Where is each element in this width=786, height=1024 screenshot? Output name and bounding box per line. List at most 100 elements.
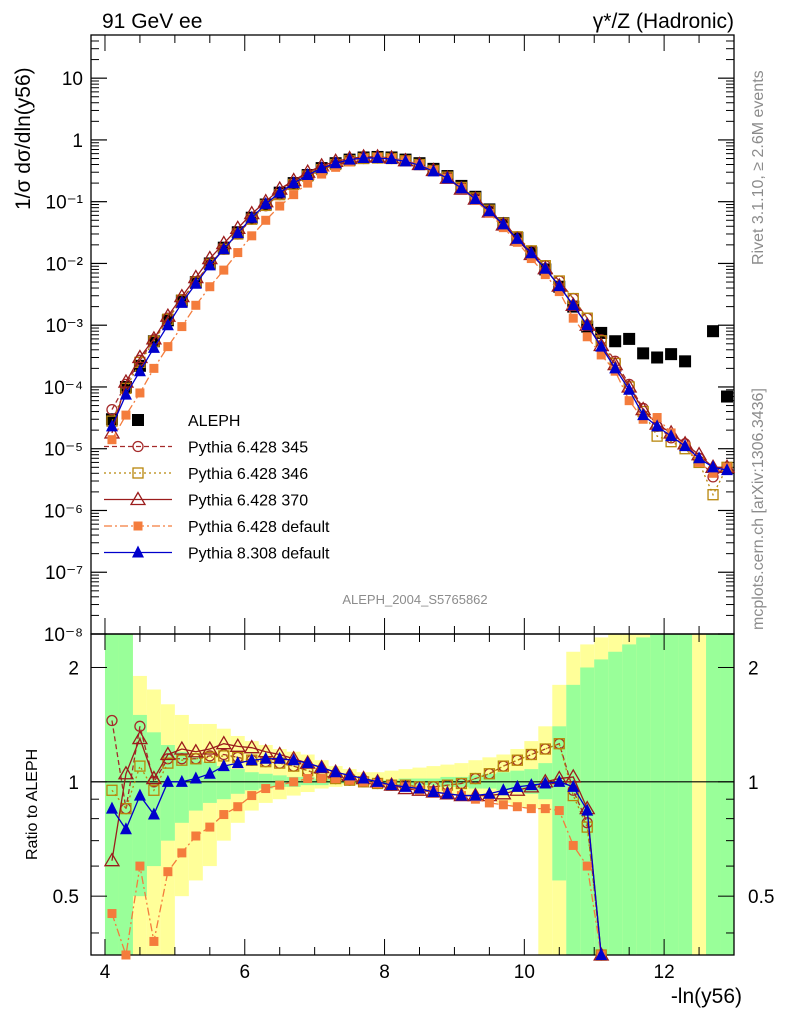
main-data-point (301, 168, 314, 181)
ratio-band-cell (188, 757, 203, 811)
ratio-band-cell (608, 651, 623, 955)
legend-entry: Pythia 8.308 default (104, 545, 330, 563)
ratio-data-point (568, 840, 578, 850)
legend: ALEPH Pythia 6.428 345 Pythia 6.428 346 Pyt… (104, 413, 330, 563)
legend-entry: Pythia 6.428 default (104, 519, 330, 536)
ratio-data-point (455, 788, 468, 801)
ratio-y-tick-label: 2 (68, 658, 79, 679)
legend-marker (132, 414, 144, 426)
main-data-point (135, 388, 145, 398)
main-data-point (651, 351, 664, 364)
ratio-plot-frame (90, 633, 735, 956)
main-data-point (233, 248, 243, 258)
main-y-tick-label: 10⁻⁵ (44, 440, 83, 461)
ratio-data-point (399, 779, 412, 792)
ratio-data-point (215, 735, 232, 750)
main-data-point (708, 468, 718, 478)
main-data-point (581, 318, 594, 331)
ratio-data-point (512, 802, 522, 812)
main-series-5 (105, 150, 734, 476)
ratio-band-cell (174, 751, 189, 823)
ratio-data-point (483, 768, 496, 780)
main-y-axis-label: 1/σ dσ/dln(y56) (12, 67, 35, 210)
main-data-point (231, 226, 244, 239)
ratio-data-point (289, 777, 299, 787)
ratio-data-point (483, 786, 496, 799)
main-data-point (693, 451, 706, 464)
ratio-band-cell (692, 634, 707, 955)
ratio-y-tick-label-right: 2 (748, 658, 759, 679)
ratio-data-point (317, 774, 327, 784)
main-data-point (205, 282, 215, 292)
ratio-data-point (469, 772, 482, 785)
main-y-tick-label: 10⁻¹ (46, 193, 84, 214)
mcplots-label: mcplots.cern.ch [arXiv:1306.3436] (750, 388, 767, 630)
ratio-data-point (159, 746, 177, 761)
main-data-point (385, 152, 398, 165)
main-data-point (217, 242, 230, 255)
main-series-1 (106, 152, 733, 483)
main-data-point (539, 261, 552, 274)
ratio-data-point (203, 766, 216, 779)
main-data-point (117, 373, 135, 388)
x-tick-label: 10 (514, 962, 535, 983)
main-data-point (526, 254, 536, 264)
main-data-point (609, 335, 622, 348)
ratio-data-point (371, 774, 384, 787)
ratio-data-point (147, 807, 160, 820)
ratio-data-point (259, 751, 272, 764)
main-data-point (247, 231, 257, 241)
ratio-data-point (161, 774, 174, 787)
main-data-point (679, 439, 692, 452)
ratio-data-point (275, 780, 285, 790)
ratio-data-point (145, 770, 163, 785)
legend-label: Pythia 6.428 default (188, 519, 330, 536)
legend-label: Pythia 6.428 346 (188, 466, 308, 483)
main-data-point (623, 332, 636, 345)
main-data-point (707, 460, 720, 473)
legend-marker (132, 440, 144, 453)
main-data-point (219, 265, 229, 275)
ratio-data-point (219, 810, 229, 820)
main-data-point (679, 355, 692, 368)
ratio-data-point (103, 852, 121, 867)
ratio-data-point (329, 765, 342, 778)
ratio-data-point (163, 867, 173, 877)
x-tick-label: 4 (100, 962, 111, 983)
main-data-point (357, 150, 370, 163)
ratio-data-point (582, 861, 592, 871)
ratio-data-point (133, 788, 146, 801)
main-data-point (665, 348, 678, 361)
ratio-band-cell (706, 634, 721, 955)
ratio-y-tick-label: 1 (68, 773, 79, 794)
main-data-point (637, 347, 650, 360)
main-data-point (189, 276, 202, 289)
legend-marker (132, 545, 144, 558)
ratio-data-point (229, 738, 246, 752)
main-data-point (287, 176, 300, 189)
ratio-data-point (231, 756, 244, 769)
main-data-point (121, 410, 131, 420)
legend-entry: Pythia 6.428 346 (104, 466, 308, 483)
main-data-point (665, 429, 678, 442)
ratio-data-point (553, 774, 566, 787)
main-data-point (119, 387, 132, 400)
main-series-group (103, 148, 736, 501)
ratio-band-cell (160, 745, 175, 841)
ratio-band-cell (216, 766, 231, 800)
main-data-point (105, 419, 118, 432)
main-data-point (554, 287, 564, 297)
ratio-data-point (385, 778, 398, 791)
ratio-y-axis-label: Ratio to ALEPH (24, 749, 41, 860)
ratio-band-cell (650, 634, 665, 955)
ratio-series-4 (105, 751, 608, 960)
ratio-data-point (233, 802, 243, 812)
ratio-data-point (498, 800, 508, 810)
main-data-point (483, 204, 496, 217)
ratio-data-point (581, 821, 593, 833)
ratio-data-point (134, 760, 146, 772)
main-data-point (191, 300, 201, 310)
main-series-line (111, 157, 728, 478)
ratio-data-point (526, 804, 536, 814)
main-data-point (175, 295, 188, 308)
